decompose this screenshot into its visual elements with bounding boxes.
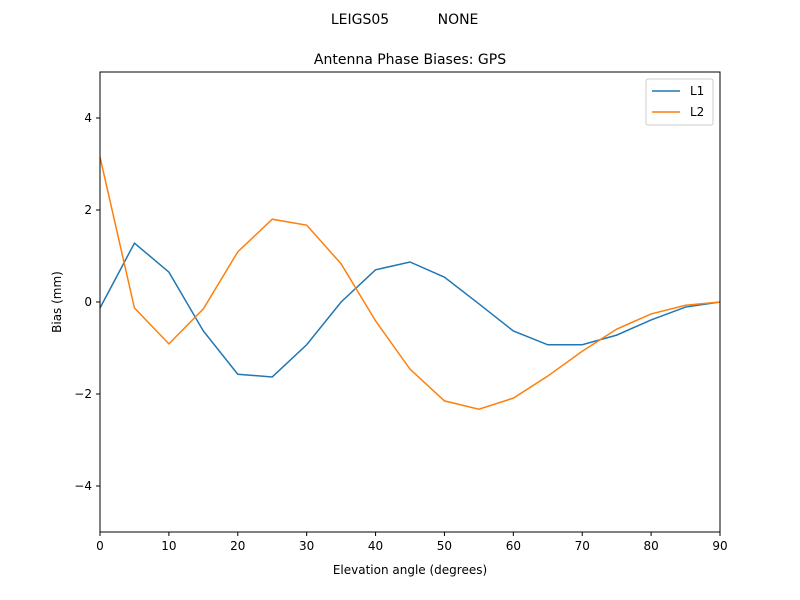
x-tick-label: 50 [437,539,452,553]
y-tick-label: 4 [84,111,92,125]
x-tick-label: 40 [368,539,383,553]
x-tick-label: 20 [230,539,245,553]
x-tick-label: 80 [643,539,658,553]
legend-label-l1: L1 [690,84,704,98]
x-axis-label: Elevation angle (degrees) [333,563,487,577]
x-tick-label: 60 [506,539,521,553]
plot-area: 0 10 20 30 40 50 60 70 80 90 −4 −2 0 2 4 [74,111,727,553]
chart-title: Antenna Phase Biases: GPS [314,52,506,68]
legend: L1 L2 [645,78,714,126]
x-tick-label: 0 [96,539,104,553]
y-tick-label: −4 [74,479,92,493]
y-axis-label: Bias (mm) [50,271,64,333]
suptitle-left: LEIGS05 [331,12,389,28]
x-tick-label: 90 [712,539,727,553]
series-line-l1 [99,241,721,378]
legend-label-l2: L2 [690,105,704,119]
y-tick-label: 2 [84,203,92,217]
x-tick-label: 10 [161,539,176,553]
y-tick-label: 0 [84,295,92,309]
axes-frame [99,71,721,533]
x-tick-label: 30 [299,539,314,553]
suptitle-right: NONE [438,12,479,28]
series-line-l2 [99,156,721,410]
y-tick-label: −2 [74,387,92,401]
x-tick-label: 70 [575,539,590,553]
